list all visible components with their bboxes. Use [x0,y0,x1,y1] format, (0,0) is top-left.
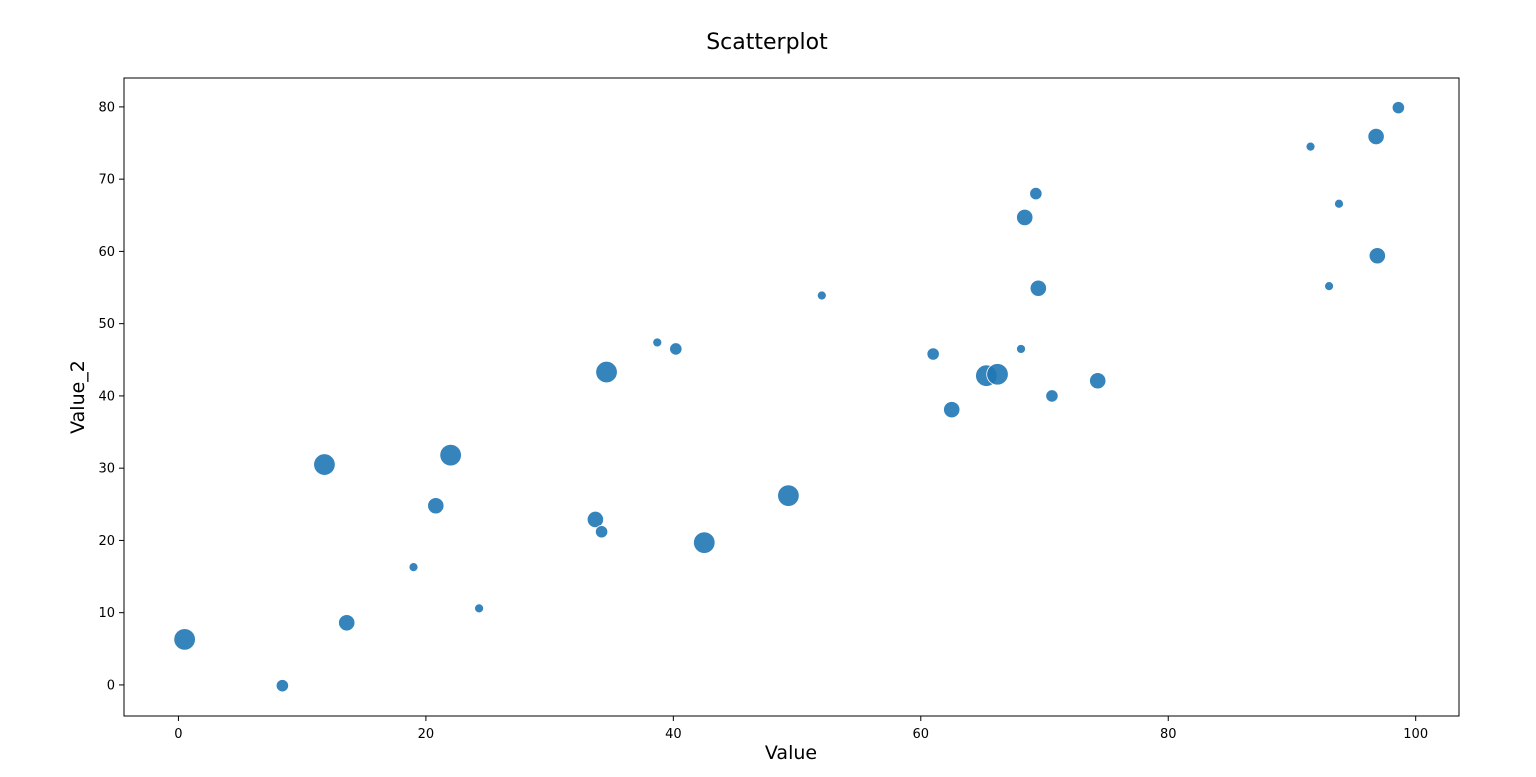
scatter-point-19 [986,363,1009,386]
x-tick-label-0: 0 [174,727,182,742]
x-tick-label-100: 100 [1403,727,1428,742]
x-tick-label-40: 40 [665,727,682,742]
scatter-point-17 [943,401,961,419]
y-tick-label-80: 80 [98,100,115,115]
chart-title: Scatterplot [706,30,828,55]
scatter-point-14 [777,484,800,507]
scatter-point-24 [1045,389,1059,403]
scatter-point-4 [408,562,419,573]
scatter-point-9 [594,525,609,539]
scatter-point-23 [1029,279,1047,297]
y-tick-label-70: 70 [98,173,115,188]
scatter-point-21 [1016,208,1034,227]
y-tick-label-60: 60 [98,245,115,260]
x-tick-label-60: 60 [913,727,930,742]
scatter-point-16 [926,347,940,361]
scatter-point-1 [275,679,289,693]
scatter-point-22 [1029,187,1043,201]
scatter-point-20 [1016,344,1026,354]
plot-area-frame [123,77,1460,717]
scatter-point-0 [173,628,196,651]
y-tick-label-0: 0 [107,678,115,693]
scatter-point-10 [595,360,618,384]
y-tick-label-20: 20 [98,534,115,549]
y-tick-label-40: 40 [98,389,115,404]
points-layer [173,101,1405,693]
x-tick-label-80: 80 [1160,727,1177,742]
scatter-point-30 [1368,247,1386,265]
scatter-point-2 [313,453,336,476]
y-axis-label: Value_2 [67,360,89,434]
scatter-point-15 [816,290,827,301]
scatter-point-13 [693,531,716,554]
scatter-point-7 [474,603,484,614]
x-tick-label-20: 20 [418,727,435,742]
scatter-point-26 [1305,141,1316,152]
scatter-point-3 [338,614,356,632]
y-tick-label-10: 10 [98,606,115,621]
scatter-point-6 [439,443,462,467]
scatter-point-12 [669,342,683,356]
y-axis-ticks: 0 10 20 30 40 50 60 70 80 [98,100,124,693]
scatter-point-31 [1391,101,1405,115]
y-tick-label-50: 50 [98,317,115,332]
scatter-point-11 [652,337,663,348]
scatter-point-29 [1367,127,1385,146]
x-axis-ticks: 0 20 40 60 80 100 [174,716,1428,742]
y-tick-label-30: 30 [98,462,115,477]
scatter-point-27 [1324,281,1334,291]
scatter-point-5 [427,497,445,515]
x-axis-label: Value [765,742,817,764]
scatter-point-28 [1334,198,1344,209]
scatter-point-8 [586,510,604,529]
scatter-point-25 [1089,372,1107,390]
